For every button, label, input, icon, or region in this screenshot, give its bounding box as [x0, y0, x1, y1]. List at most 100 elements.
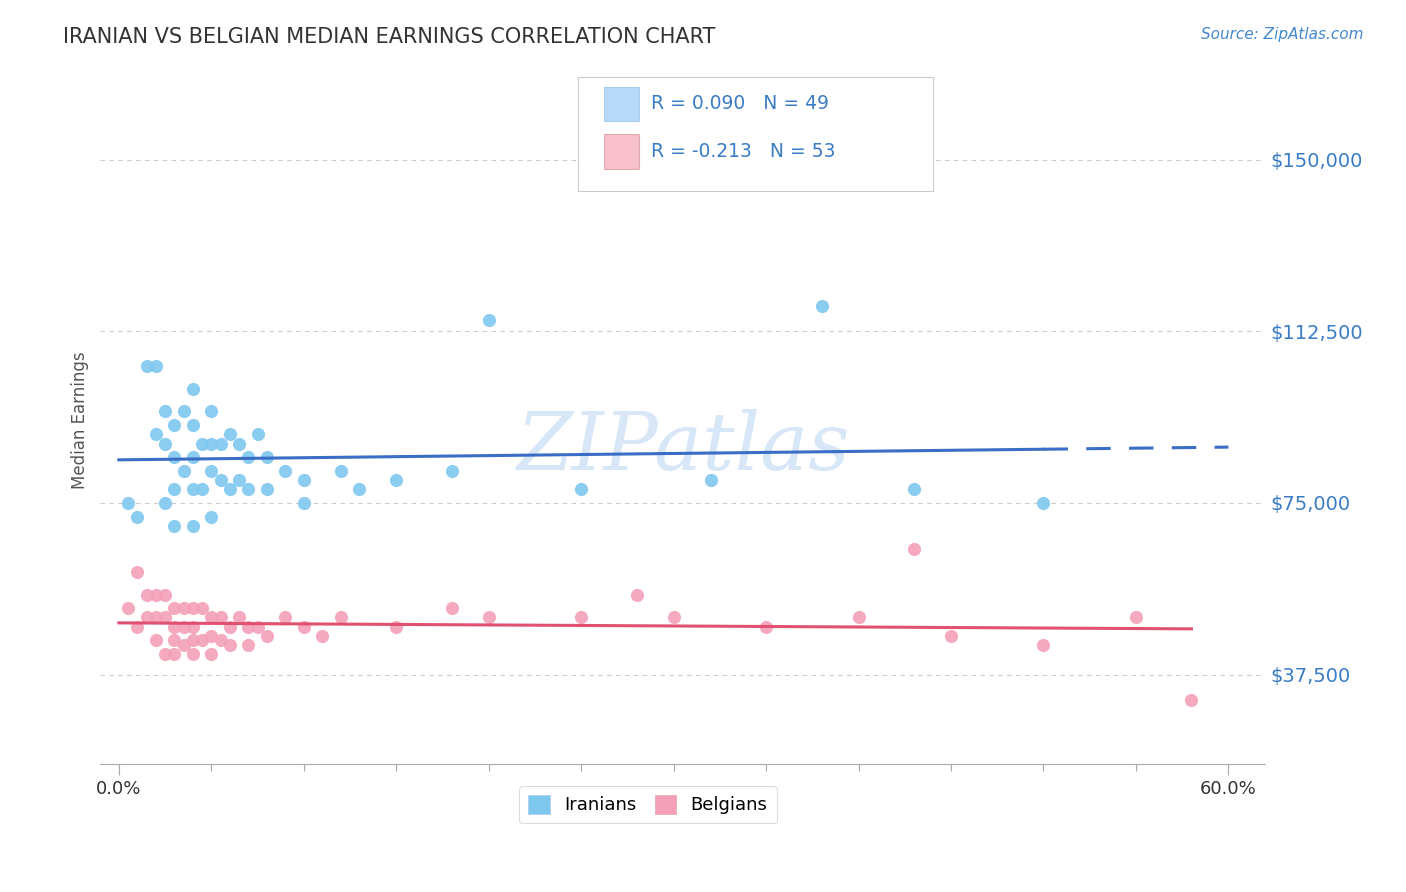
- Point: [238, 483, 260, 497]
- Point: [292, 496, 315, 510]
- Point: [200, 647, 222, 661]
- Point: [329, 610, 352, 624]
- Point: [181, 601, 204, 615]
- Point: [153, 496, 176, 510]
- Point: [939, 629, 962, 643]
- Point: [228, 436, 250, 450]
- Point: [292, 473, 315, 487]
- Point: [191, 436, 214, 450]
- Point: [238, 450, 260, 465]
- Point: [256, 629, 278, 643]
- FancyBboxPatch shape: [603, 135, 638, 169]
- Point: [903, 483, 925, 497]
- Point: [256, 450, 278, 465]
- Point: [153, 647, 176, 661]
- Point: [200, 610, 222, 624]
- Point: [127, 619, 149, 633]
- Point: [181, 619, 204, 633]
- Point: [274, 610, 297, 624]
- Point: [329, 464, 352, 478]
- Point: [848, 610, 870, 624]
- Point: [200, 629, 222, 643]
- Text: IRANIAN VS BELGIAN MEDIAN EARNINGS CORRELATION CHART: IRANIAN VS BELGIAN MEDIAN EARNINGS CORRE…: [63, 27, 716, 46]
- Point: [173, 638, 195, 652]
- Point: [181, 647, 204, 661]
- Point: [292, 619, 315, 633]
- Point: [173, 464, 195, 478]
- Point: [209, 610, 232, 624]
- Point: [163, 633, 186, 648]
- Point: [218, 483, 240, 497]
- Point: [662, 610, 685, 624]
- Point: [200, 404, 222, 418]
- Point: [478, 610, 501, 624]
- Point: [191, 601, 214, 615]
- Point: [755, 619, 778, 633]
- Point: [163, 483, 186, 497]
- Point: [191, 483, 214, 497]
- Point: [699, 473, 721, 487]
- Point: [181, 483, 204, 497]
- Point: [440, 601, 463, 615]
- FancyBboxPatch shape: [578, 78, 934, 191]
- Point: [145, 359, 167, 373]
- Point: [385, 619, 408, 633]
- Point: [181, 418, 204, 433]
- Point: [311, 629, 333, 643]
- Point: [228, 473, 250, 487]
- Point: [626, 587, 648, 601]
- Point: [569, 610, 592, 624]
- Point: [569, 483, 592, 497]
- Point: [478, 313, 501, 327]
- Point: [135, 359, 157, 373]
- Point: [228, 610, 250, 624]
- Point: [218, 619, 240, 633]
- Point: [163, 450, 186, 465]
- Point: [218, 427, 240, 442]
- Point: [173, 601, 195, 615]
- Point: [238, 619, 260, 633]
- Point: [1032, 638, 1054, 652]
- Point: [1125, 610, 1147, 624]
- Point: [127, 565, 149, 579]
- Legend: Iranians, Belgians: Iranians, Belgians: [519, 786, 776, 823]
- Text: ZIPatlas: ZIPatlas: [516, 409, 849, 487]
- Y-axis label: Median Earnings: Median Earnings: [72, 351, 89, 490]
- Point: [153, 404, 176, 418]
- Point: [209, 633, 232, 648]
- Point: [173, 619, 195, 633]
- Point: [200, 436, 222, 450]
- Point: [256, 483, 278, 497]
- Point: [145, 610, 167, 624]
- Point: [163, 619, 186, 633]
- Point: [163, 601, 186, 615]
- Point: [181, 519, 204, 533]
- Point: [903, 541, 925, 556]
- Point: [440, 464, 463, 478]
- Point: [181, 633, 204, 648]
- Point: [274, 464, 297, 478]
- Point: [349, 483, 371, 497]
- Point: [117, 601, 139, 615]
- Point: [246, 427, 269, 442]
- Point: [173, 404, 195, 418]
- Point: [145, 427, 167, 442]
- Text: R = -0.213   N = 53: R = -0.213 N = 53: [651, 142, 837, 161]
- Point: [218, 638, 240, 652]
- Point: [117, 496, 139, 510]
- Text: R = 0.090   N = 49: R = 0.090 N = 49: [651, 95, 830, 113]
- Point: [145, 587, 167, 601]
- Point: [153, 587, 176, 601]
- Point: [135, 587, 157, 601]
- Point: [1032, 496, 1054, 510]
- Point: [200, 509, 222, 524]
- Text: Source: ZipAtlas.com: Source: ZipAtlas.com: [1201, 27, 1364, 42]
- Point: [1180, 692, 1202, 706]
- Point: [191, 633, 214, 648]
- FancyBboxPatch shape: [603, 87, 638, 121]
- Point: [145, 633, 167, 648]
- Point: [209, 473, 232, 487]
- Point: [810, 299, 832, 313]
- Point: [163, 418, 186, 433]
- Point: [127, 509, 149, 524]
